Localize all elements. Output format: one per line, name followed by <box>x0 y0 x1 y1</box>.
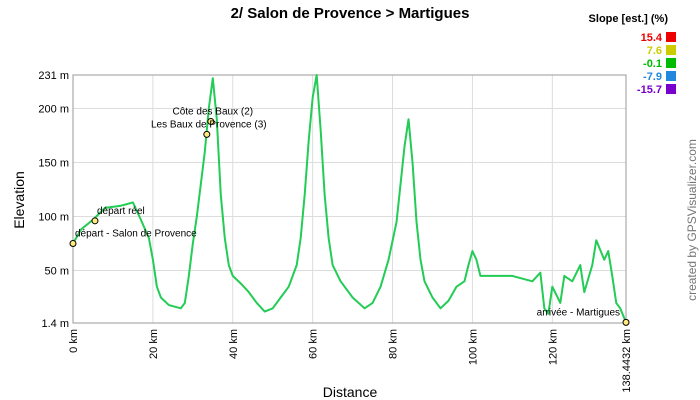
x-tick-label: 20 km <box>148 329 160 359</box>
x-tick-label: 40 km <box>228 329 240 359</box>
legend-label: 15.4 <box>641 32 663 44</box>
annotation-marker <box>207 117 215 125</box>
legend-swatch <box>666 58 676 68</box>
annotation-marker <box>91 217 99 225</box>
chart-title: 2/ Salon de Provence > Martigues <box>231 5 470 22</box>
annotation-marker <box>203 130 211 138</box>
x-tick-label: 80 km <box>388 329 400 359</box>
legend-swatch <box>666 71 676 81</box>
legend-title: Slope [est.] (%) <box>589 13 669 25</box>
credit: created by GPSVisualizer.com <box>685 139 699 301</box>
legend-label: -15.7 <box>637 84 662 96</box>
annotation-marker <box>622 318 630 326</box>
legend-label: 7.6 <box>647 45 662 57</box>
annotation-label: départ réel <box>97 206 145 217</box>
y-axis-label: Elevation <box>11 171 27 229</box>
annotation-marker <box>69 240 77 248</box>
elevation-line <box>72 74 627 323</box>
annotation-label: Côte des Baux (2) <box>173 106 254 117</box>
y-tick-label: 200 m <box>38 103 69 115</box>
y-tick-label: 231 m <box>38 70 69 82</box>
legend-label: -7.9 <box>643 71 662 83</box>
x-axis-label: Distance <box>323 384 378 400</box>
annotation-label: départ - Salon de Provence <box>75 229 197 240</box>
y-tick-label: 100 m <box>38 211 69 223</box>
x-tick-label: 0 km <box>68 329 80 353</box>
x-tick-label: 120 km <box>547 329 559 365</box>
legend-swatch <box>666 84 676 94</box>
legend-label: -0.1 <box>643 58 662 70</box>
annotation-label: Les Baux de Provence (3) <box>151 119 267 130</box>
plot-frame <box>72 74 627 324</box>
y-tick-label: 50 m <box>45 266 69 278</box>
x-tick-label: 138.4432 km <box>621 329 633 393</box>
legend-swatch <box>666 32 676 42</box>
y-tick-label: 150 m <box>38 157 69 169</box>
annotation-label: arrivée - Martigues <box>537 307 620 318</box>
y-tick-label: 1.4 m <box>41 318 69 330</box>
x-tick-label: 100 km <box>467 329 479 365</box>
x-tick-label: 60 km <box>308 329 320 359</box>
legend-swatch <box>666 45 676 55</box>
